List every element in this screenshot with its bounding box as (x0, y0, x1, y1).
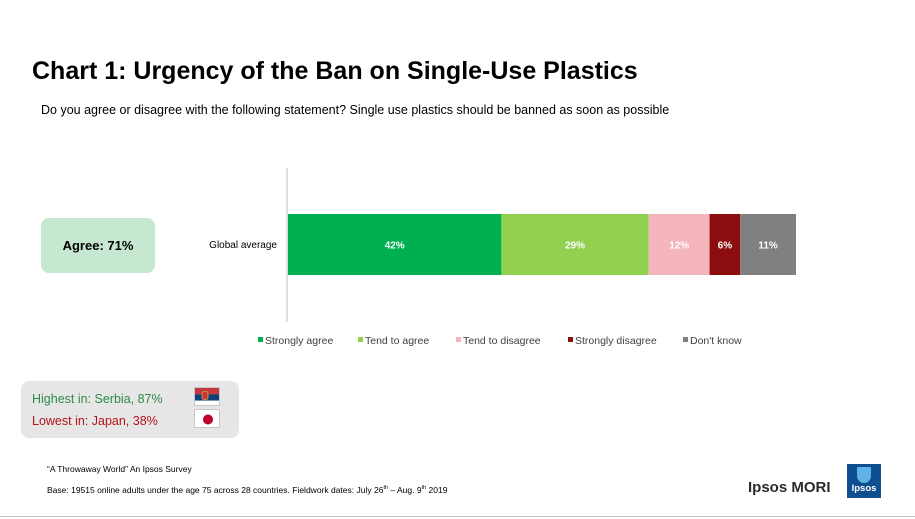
ipsos-logo-icon: Ipsos (847, 464, 881, 498)
bar-data-label: 6% (718, 241, 733, 252)
bar-segment-tend-to-disagree (648, 214, 710, 275)
bottom-divider (0, 516, 915, 517)
legend-label: Tend to agree (365, 335, 429, 347)
logo-text: Ipsos (851, 483, 877, 494)
agree-summary-label: Agree: 71% (62, 238, 134, 253)
legend-swatch (258, 337, 263, 342)
bar-segment-strongly-agree (288, 214, 502, 275)
legend-label: Tend to disagree (463, 335, 541, 347)
legend-label: Don't know (690, 335, 742, 347)
source-note: “A Throwaway World” An Ipsos Survey (47, 464, 192, 474)
category-label: Global average (209, 240, 277, 251)
legend-swatch (683, 337, 688, 342)
bar-segment-strongly-disagree (709, 214, 741, 275)
base-note-sup: th (383, 485, 389, 492)
base-note-text: – Aug. 9 (388, 485, 422, 495)
bar-data-label: 12% (669, 241, 689, 252)
bar-segment-don-t-know (740, 214, 796, 275)
japan-flag-icon (194, 409, 220, 428)
legend-label: Strongly agree (265, 335, 333, 347)
brand-name: Ipsos MORI (748, 479, 831, 496)
bar-data-label: 42% (385, 241, 405, 252)
bar-segment-tend-to-agree (501, 214, 649, 275)
chart-legend: Strongly agree Tend to agree Tend to disag… (258, 335, 742, 347)
bar-segments: 42% 29% 12% 6% 11% (288, 214, 796, 275)
base-note: Base: 19515 online adults under the age … (47, 485, 447, 495)
legend-swatch (456, 337, 461, 342)
agree-summary-box: Agree: 71% (41, 218, 155, 273)
chart-subtitle: Do you agree or disagree with the follow… (41, 103, 670, 117)
legend-swatch (358, 337, 363, 342)
page-title: Chart 1: Urgency of the Ban on Single-Us… (32, 57, 638, 85)
base-note-text: Base: 19515 online adults under the age … (47, 485, 384, 495)
legend-swatch (568, 337, 573, 342)
highest-country-text: Highest in: Serbia, 87% (32, 392, 163, 406)
base-note-text: 2019 (426, 485, 448, 495)
bar-data-label: 11% (758, 241, 778, 252)
stacked-bar-chart: Global average 42% 29% 12% 6% 11% Strongly a… (209, 168, 796, 347)
logo-mark (857, 467, 871, 483)
base-note-sup: th (421, 485, 427, 492)
bar-data-label: 29% (565, 241, 585, 252)
legend-label: Strongly disagree (575, 335, 657, 347)
serbia-flag-icon (194, 387, 220, 406)
extremes-box: Highest in: Serbia, 87% Lowest in: Japan… (21, 381, 239, 438)
lowest-country-text: Lowest in: Japan, 38% (32, 414, 158, 428)
